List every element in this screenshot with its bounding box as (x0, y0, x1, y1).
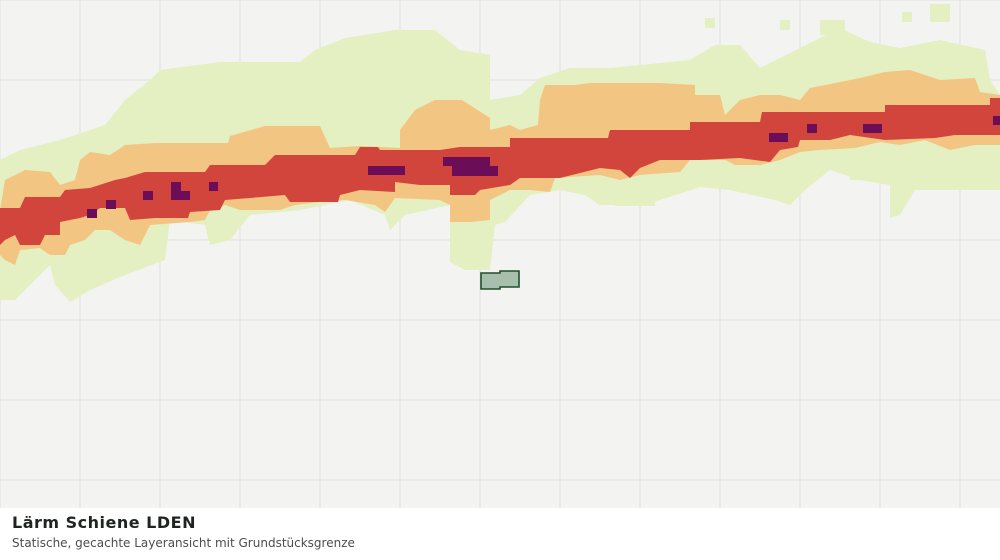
noise-band-very-high-patch (106, 200, 116, 209)
noise-band-very-high-patch (807, 124, 817, 133)
layer-subtitle: Statische, gecachte Layeransicht mit Gru… (12, 536, 355, 550)
map-caption: Lärm Schiene LDEN Statische, gecachte La… (0, 508, 1000, 560)
noise-band-very-high-patch (368, 166, 405, 175)
noise-band-high-area (0, 98, 1000, 245)
noise-band-very-high-patch (993, 116, 1000, 125)
noise-band-very-high-patch (87, 209, 97, 218)
noise-band-low-patch (780, 20, 790, 30)
noise-band-low-patch (820, 20, 845, 35)
noise-band-low-patch (705, 18, 715, 28)
layer-title: Lärm Schiene LDEN (12, 513, 196, 532)
map-canvas (0, 0, 1000, 508)
noise-band-very-high-patch (209, 182, 218, 191)
noise-band-low-patch (930, 4, 950, 22)
noise-band-very-high (87, 116, 1000, 218)
noise-band-very-high-patch (143, 191, 153, 200)
noise-band-low-patch (850, 160, 870, 180)
noise-band-very-high-patch (171, 191, 190, 200)
noise-band-very-high-patch (769, 133, 788, 142)
noise-band-very-high-patch (443, 157, 490, 166)
noise-map[interactable] (0, 0, 1000, 508)
noise-band-high (0, 98, 1000, 245)
noise-band-low-patch (902, 12, 912, 22)
noise-band-very-high-patch (452, 166, 498, 176)
property-boundary[interactable] (480, 270, 520, 290)
noise-band-very-high-patch (863, 124, 882, 133)
noise-band-low-patch (615, 178, 655, 206)
